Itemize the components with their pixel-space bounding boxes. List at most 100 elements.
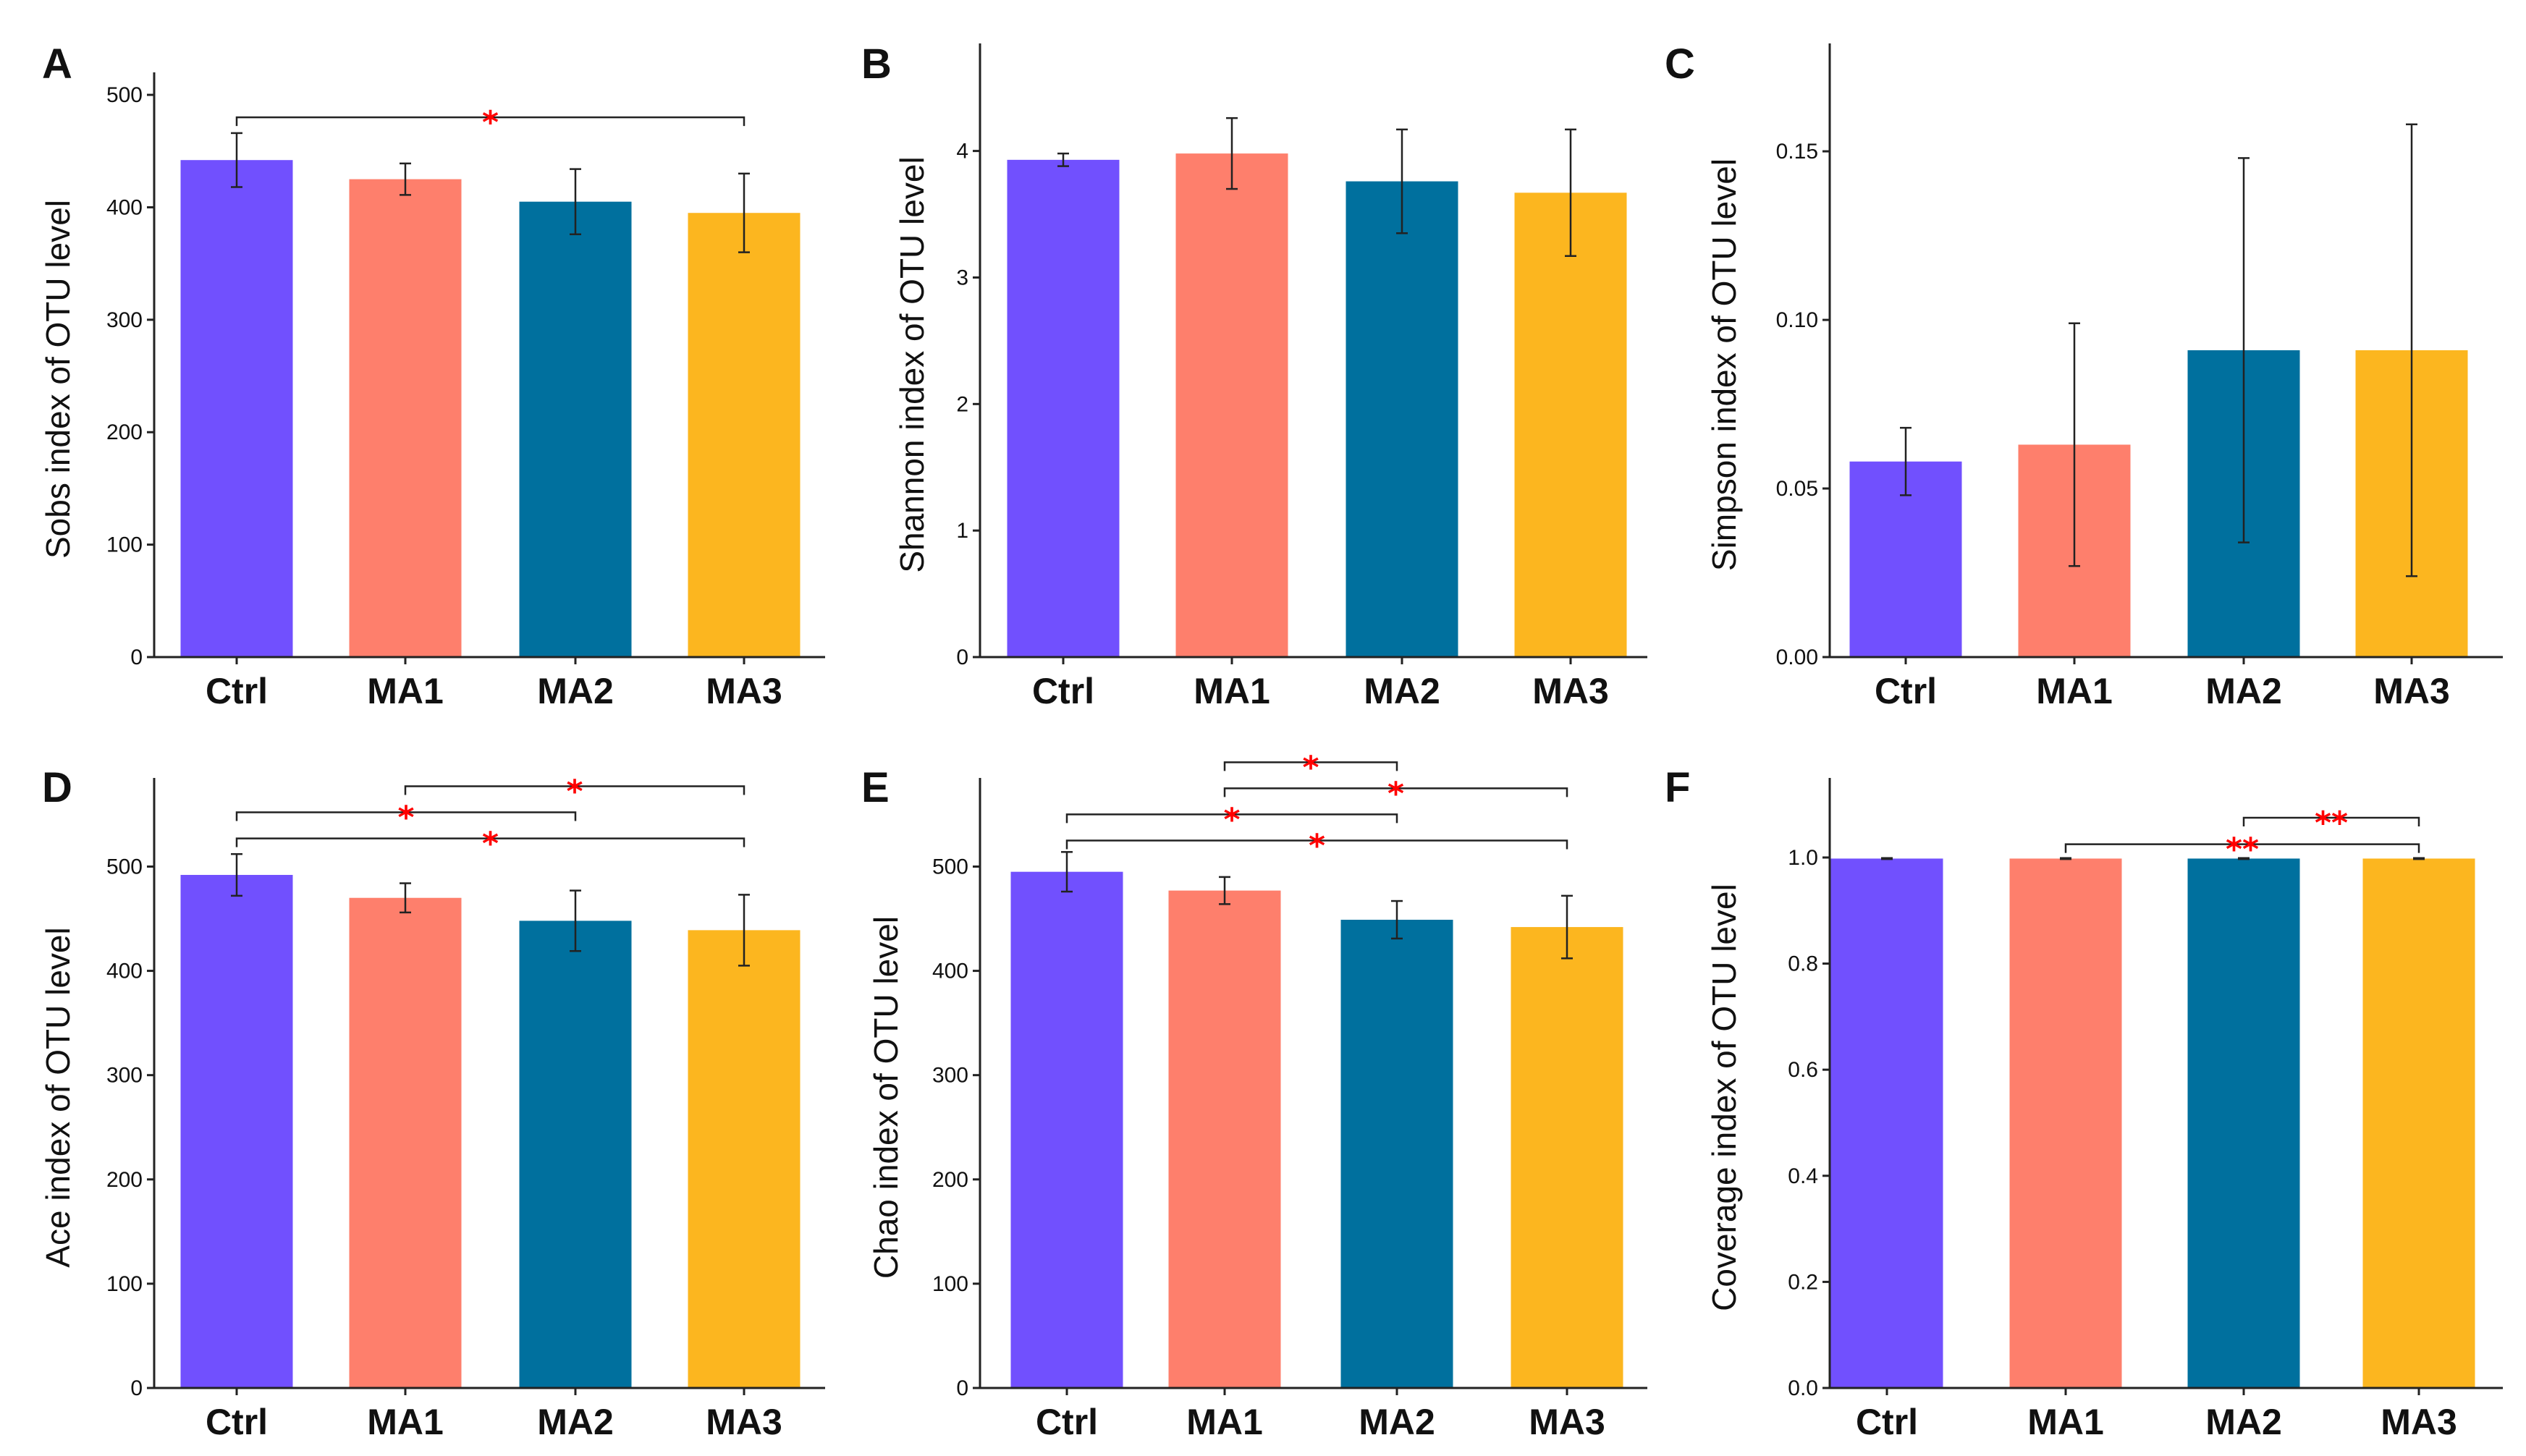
- y-tick-label: 100: [106, 1272, 143, 1296]
- error-bar-ma1: [1219, 876, 1230, 905]
- bar-ctrl: [1830, 858, 1943, 1388]
- y-tick-label: 100: [932, 1272, 968, 1296]
- y-tick-label: 500: [106, 83, 143, 107]
- y-tick-label: 0: [956, 1376, 968, 1400]
- bar-ctrl: [1007, 159, 1120, 657]
- y-tick-label: 2: [956, 392, 968, 416]
- panel-letter: C: [1665, 41, 1695, 88]
- x-tick-label: Ctrl: [206, 1402, 268, 1442]
- significance-bracket: *: [1065, 801, 1398, 838]
- error-bar-ma3: [738, 172, 750, 253]
- error-bar-ma2: [570, 889, 581, 952]
- x-tick-label: MA1: [2027, 1402, 2104, 1442]
- bar-ma2: [2187, 858, 2300, 1388]
- error-bar-ma3: [2406, 123, 2417, 577]
- error-bar-ctrl: [231, 132, 242, 188]
- significance-star: *: [1302, 749, 1319, 786]
- panel-e: E 0 100 200 300 400 500 Ctrl MA1 MA2 MA3 Chao index…: [861, 749, 1647, 1442]
- y-axis-label: Chao index of OTU level: [867, 916, 905, 1279]
- x-tick-label: MA1: [2036, 671, 2113, 711]
- y-tick-label: 400: [932, 960, 968, 983]
- error-bar-ma2: [1391, 900, 1403, 940]
- error-bar-ma3: [1565, 128, 1576, 257]
- bar-ma1: [349, 179, 462, 658]
- y-tick-label: 3: [956, 266, 968, 289]
- y-tick-label: 200: [106, 1168, 143, 1192]
- panel-d: D 0 100 200 300 400 500 Ctrl MA1 MA2 MA3 Ace index …: [39, 764, 825, 1442]
- y-tick-label: 300: [106, 308, 143, 332]
- y-axis-label: Ace index of OTU level: [39, 927, 77, 1267]
- x-tick-label: MA2: [537, 1402, 614, 1442]
- x-tick-label: Ctrl: [206, 671, 268, 711]
- x-tick-label: Ctrl: [1875, 671, 1937, 711]
- bar-ma1: [1175, 153, 1288, 657]
- significance-line: [2064, 843, 2420, 853]
- error-bar-ma2: [2238, 157, 2250, 543]
- error-bar-ma1: [400, 882, 411, 914]
- significance-star: **: [2226, 831, 2259, 868]
- x-tick-label: MA2: [1359, 1402, 1435, 1442]
- bar-ma3: [1514, 192, 1627, 658]
- significance-star: *: [1387, 775, 1404, 812]
- bar-ma3: [688, 213, 801, 657]
- y-tick-label: 0: [130, 1376, 143, 1400]
- significance-line: [1223, 787, 1568, 797]
- y-tick-label: 0.2: [1788, 1270, 1818, 1294]
- bar-ma1: [1168, 890, 1281, 1388]
- error-bar-ma1: [400, 162, 411, 196]
- significance-bracket: *: [1223, 775, 1568, 812]
- y-tick-label: 1: [956, 519, 968, 543]
- significance-bracket: **: [2064, 831, 2420, 868]
- y-tick-label: 0: [956, 646, 968, 669]
- panel-a: A 0 100 200 300 400 500 Ctrl MA1 MA2 MA3 Sobs index…: [39, 41, 825, 711]
- x-tick-label: MA2: [2205, 671, 2282, 711]
- error-bar-ctrl: [1881, 857, 1893, 860]
- bar-ma2: [1340, 919, 1453, 1388]
- y-tick-label: 0.00: [1776, 646, 1818, 669]
- significance-line: [1065, 813, 1398, 824]
- significance-line: [235, 837, 745, 847]
- y-tick-label: 0.8: [1788, 952, 1818, 976]
- y-tick-label: 500: [932, 855, 968, 879]
- error-bar-ctrl: [231, 852, 242, 897]
- y-tick-label: 200: [106, 420, 143, 444]
- error-bar-ma1: [2060, 857, 2071, 860]
- x-tick-label: MA1: [1186, 1402, 1263, 1442]
- significance-line: [235, 811, 577, 821]
- error-bar-ma2: [1396, 128, 1408, 234]
- bar-ma2: [519, 201, 632, 657]
- y-axis-label: Sobs index of OTU level: [39, 200, 77, 559]
- x-tick-label: MA1: [367, 671, 444, 711]
- x-tick-label: Ctrl: [1856, 1402, 1918, 1442]
- significance-bracket: *: [235, 104, 745, 141]
- significance-bracket: *: [404, 774, 745, 810]
- x-tick-label: MA1: [1194, 671, 1270, 711]
- significance-star: *: [482, 104, 499, 141]
- y-tick-label: 0.05: [1776, 477, 1818, 501]
- panel-letter: A: [42, 41, 72, 88]
- error-bar-ma2: [570, 168, 581, 236]
- y-tick-label: 0.15: [1776, 140, 1818, 164]
- significance-star: **: [2315, 805, 2348, 842]
- panel-letter: F: [1665, 764, 1690, 811]
- significance-bracket: *: [1223, 749, 1398, 786]
- x-tick-label: MA3: [1529, 1402, 1605, 1442]
- x-tick-label: MA3: [706, 671, 782, 711]
- error-bar-ctrl: [1900, 426, 1912, 496]
- y-tick-label: 100: [106, 533, 143, 557]
- significance-line: [1065, 839, 1568, 850]
- significance-line: [1223, 761, 1398, 771]
- bar-ctrl: [1010, 871, 1123, 1388]
- error-bar-ma3: [2413, 857, 2425, 860]
- y-tick-label: 0.0: [1788, 1376, 1818, 1400]
- error-bar-ma3: [738, 894, 750, 967]
- y-tick-label: 0.10: [1776, 308, 1818, 332]
- x-tick-label: MA3: [2373, 671, 2450, 711]
- error-bar-ma1: [1226, 117, 1238, 190]
- y-tick-label: 500: [106, 855, 143, 879]
- bar-ma3: [2362, 858, 2475, 1388]
- bar-ma2: [1346, 181, 1458, 658]
- significance-star: *: [566, 774, 583, 810]
- y-tick-label: 0.6: [1788, 1058, 1818, 1082]
